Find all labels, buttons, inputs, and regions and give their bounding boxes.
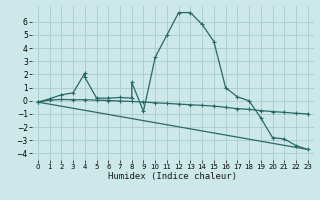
X-axis label: Humidex (Indice chaleur): Humidex (Indice chaleur) — [108, 172, 237, 181]
